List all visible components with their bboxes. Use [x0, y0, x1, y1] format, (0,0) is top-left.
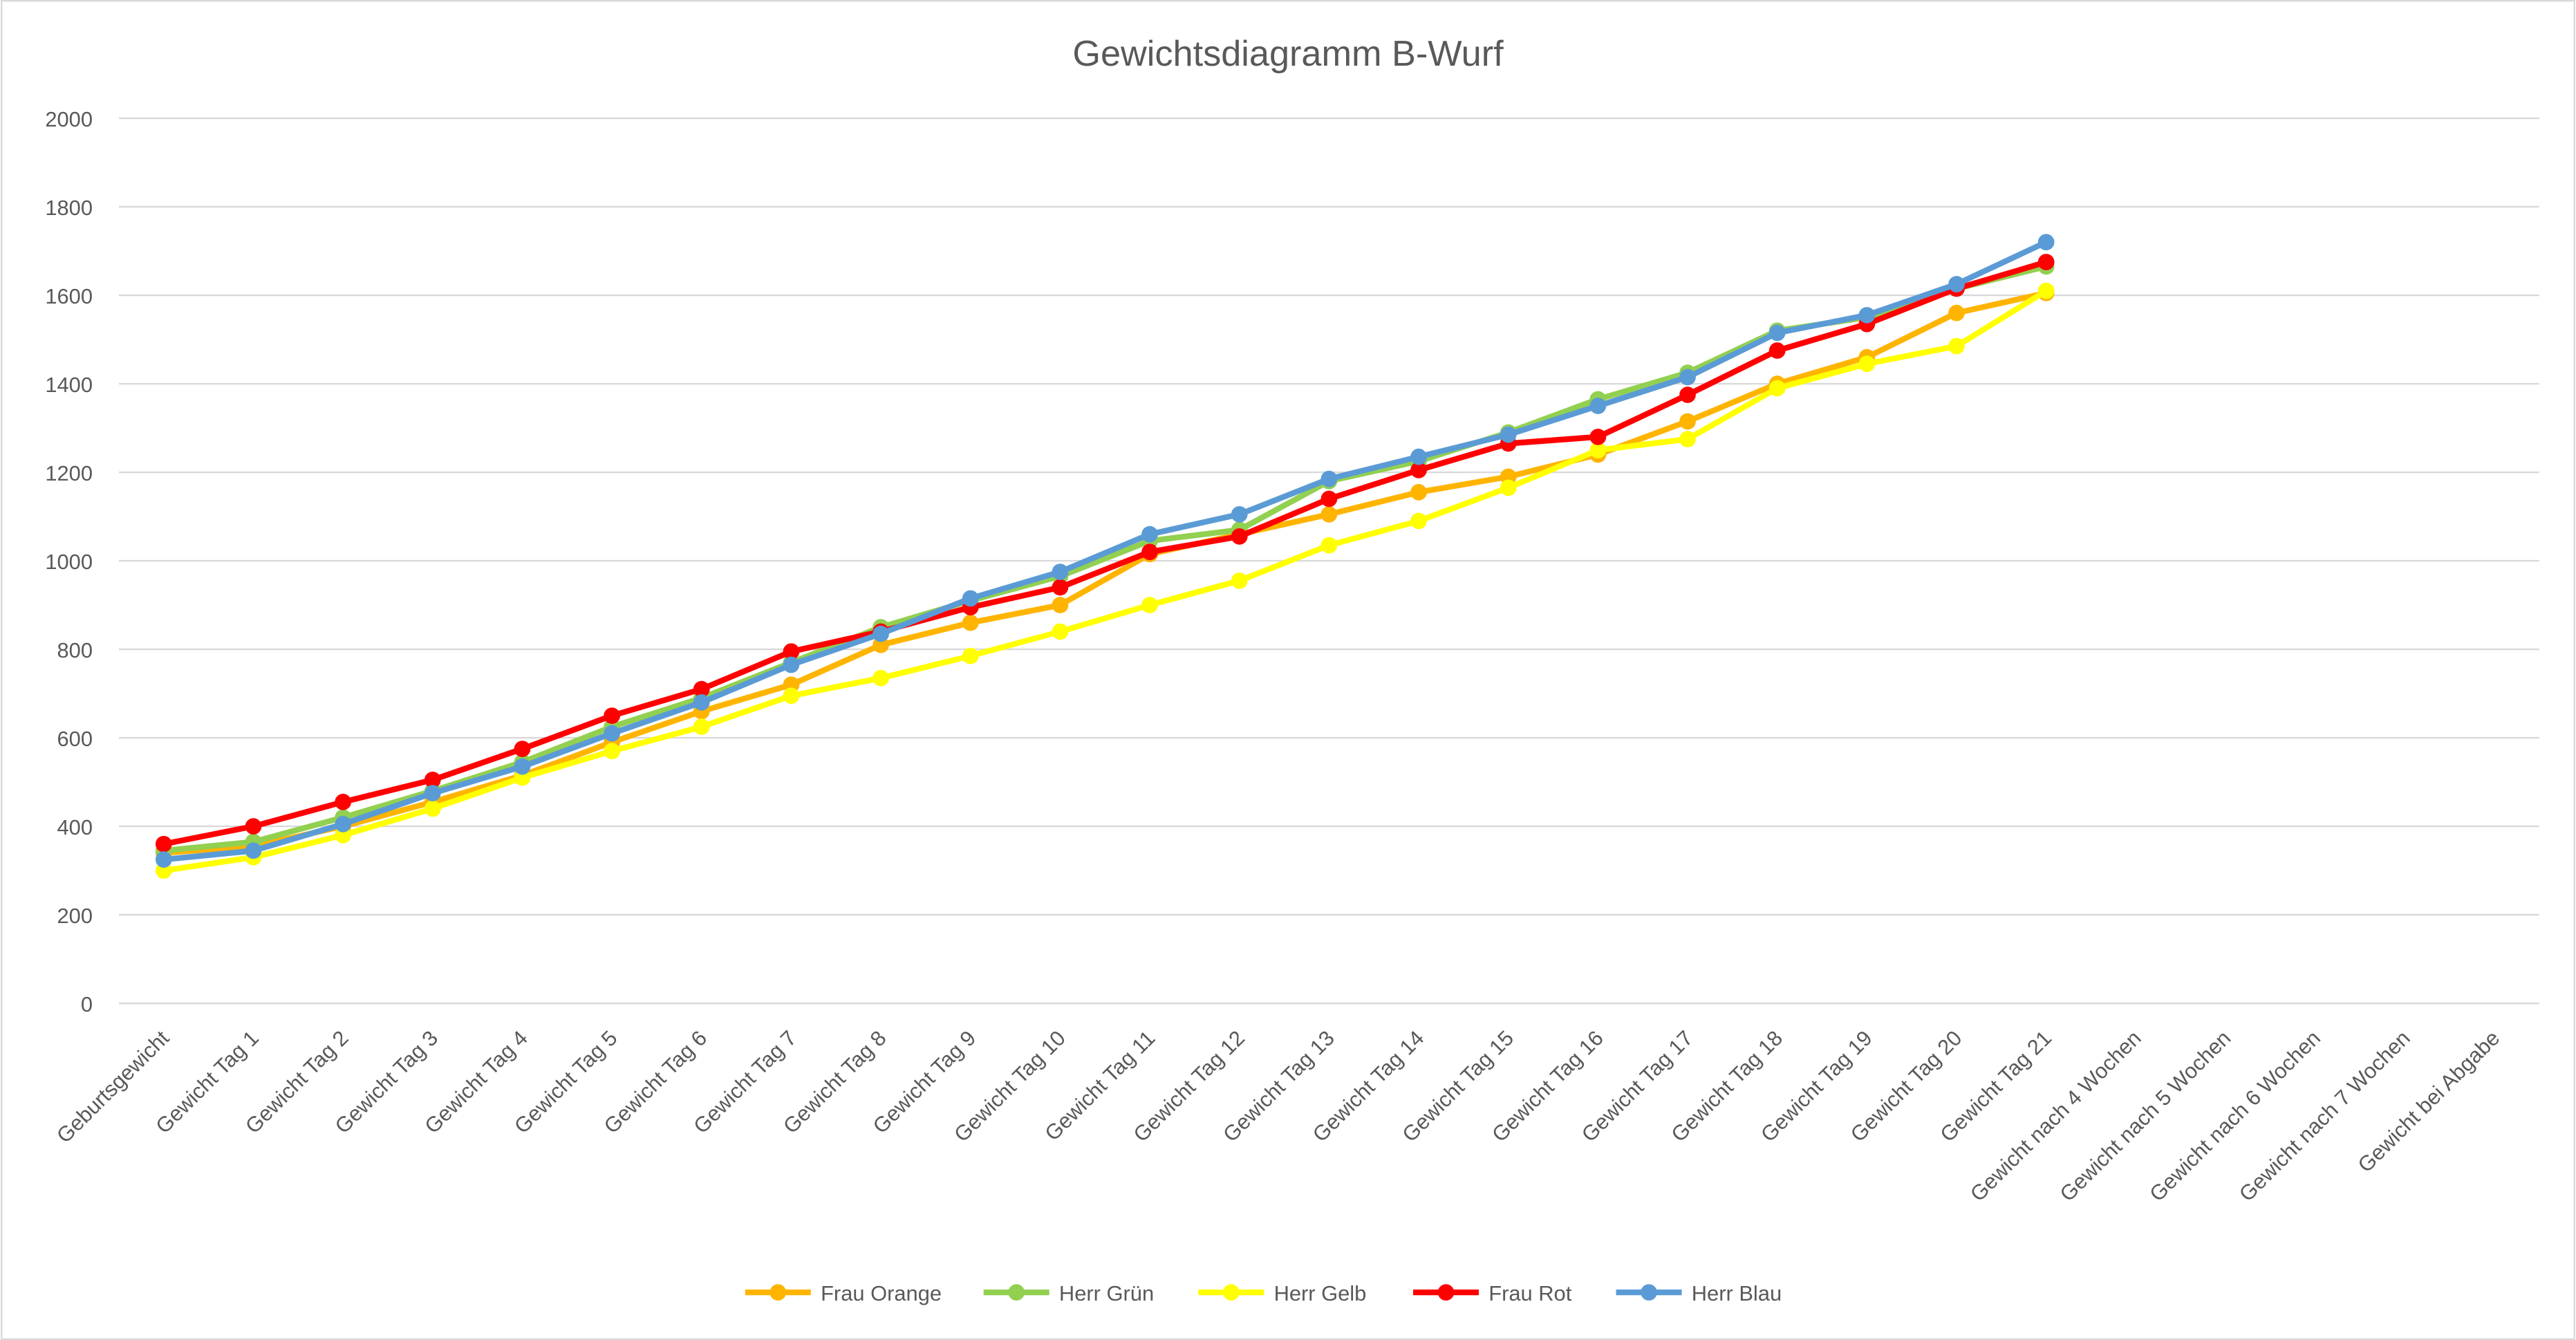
series-line: [163, 290, 2047, 856]
data-point: [693, 680, 710, 698]
y-tick-label: 0: [81, 992, 93, 1016]
data-point: [335, 816, 352, 832]
legend-label: Herr Grün: [1059, 1281, 1154, 1305]
legend-marker: [769, 1284, 787, 1301]
data-point: [2037, 234, 2055, 251]
data-point: [245, 842, 262, 859]
data-point: [1141, 597, 1158, 613]
data-point: [1231, 528, 1248, 545]
data-point: [1231, 572, 1248, 589]
data-point: [1500, 479, 1517, 496]
y-tick-label: 400: [57, 815, 93, 839]
data-point: [1320, 505, 1338, 523]
data-point: [2037, 282, 2055, 299]
legend-label: Herr Gelb: [1274, 1281, 1367, 1305]
data-point: [1320, 490, 1338, 508]
data-point: [1052, 623, 1069, 640]
data-point: [424, 785, 441, 801]
data-point: [1679, 431, 1696, 447]
data-point: [962, 590, 979, 607]
data-point: [155, 851, 172, 868]
data-point: [693, 694, 710, 711]
legend-label: Herr Blau: [1692, 1281, 1782, 1305]
y-tick-label: 200: [57, 904, 93, 928]
data-point: [604, 707, 620, 724]
data-point: [1410, 512, 1427, 530]
data-point: [872, 625, 889, 642]
data-point: [1948, 276, 1965, 292]
series-line: [163, 259, 2047, 847]
data-point: [1589, 398, 1607, 414]
y-tick-label: 800: [57, 638, 93, 662]
y-tick-label: 600: [57, 727, 93, 751]
data-point: [1052, 579, 1069, 596]
data-point: [1410, 483, 1427, 501]
legend-label: Frau Rot: [1488, 1281, 1571, 1305]
data-point: [424, 772, 441, 788]
data-point: [1768, 324, 1786, 342]
legend-label: Frau Orange: [821, 1281, 942, 1305]
data-point: [604, 743, 620, 760]
data-point: [1589, 428, 1607, 445]
data-point: [693, 718, 710, 735]
series-line: [163, 239, 2048, 863]
data-point: [514, 741, 531, 757]
series-line: [163, 288, 2048, 874]
y-tick-label: 2000: [45, 107, 93, 131]
data-point: [1231, 505, 1248, 523]
y-tick-label: 1400: [45, 373, 93, 397]
data-point: [783, 643, 800, 660]
legend-marker: [1222, 1284, 1240, 1301]
data-point: [1410, 461, 1427, 478]
data-point: [2037, 254, 2055, 270]
data-point: [1141, 525, 1158, 543]
data-point: [335, 794, 352, 810]
data-point: [1679, 369, 1696, 386]
data-point: [1948, 337, 1965, 355]
data-point: [1858, 306, 1876, 324]
y-tick-label: 1200: [45, 461, 93, 485]
data-point: [1410, 448, 1427, 465]
data-point: [1052, 597, 1069, 613]
data-point: [1141, 543, 1158, 561]
data-point: [783, 656, 800, 673]
data-point: [514, 758, 531, 775]
chart-title: Gewichtsdiagramm B-Wurf: [1072, 34, 1504, 74]
data-point: [245, 818, 262, 835]
data-point: [1768, 380, 1786, 397]
legend-marker: [1008, 1284, 1025, 1301]
data-point: [1679, 387, 1696, 403]
y-tick-label: 1000: [45, 550, 93, 574]
series-line: [163, 263, 2047, 854]
data-point: [1500, 426, 1517, 443]
data-point: [872, 669, 889, 687]
data-point: [1858, 355, 1876, 373]
y-tick-label: 1800: [45, 196, 93, 220]
data-point: [424, 800, 441, 817]
data-point: [1052, 564, 1069, 580]
data-point: [155, 835, 172, 853]
data-point: [962, 614, 979, 631]
legend-marker: [1437, 1284, 1455, 1301]
y-tick-label: 1600: [45, 284, 93, 308]
data-point: [962, 647, 979, 664]
data-point: [783, 687, 800, 705]
data-point: [1589, 442, 1607, 458]
legend-marker: [1641, 1284, 1657, 1301]
data-point: [1679, 413, 1696, 430]
data-point: [1320, 537, 1338, 554]
data-point: [1320, 470, 1338, 487]
data-point: [1768, 342, 1786, 359]
data-point: [1948, 304, 1965, 322]
data-point: [604, 725, 620, 742]
